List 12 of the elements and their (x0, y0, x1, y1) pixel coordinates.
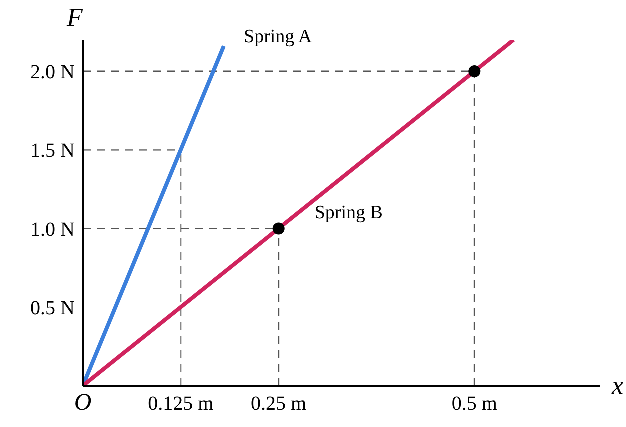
y-axis-title: F (66, 3, 84, 32)
y-tick-label: 1.5 N (30, 140, 75, 162)
series-label: Spring B (314, 202, 383, 224)
y-tick-label: 1.0 N (30, 218, 75, 241)
series-label: Spring A (244, 26, 312, 48)
x-tick-label: 0.25 m (251, 393, 308, 415)
y-tick-label: 2.0 N (30, 62, 75, 84)
x-axis-title: x (611, 371, 624, 400)
y-tick-label: 0.5 N (30, 297, 75, 320)
x-tick-label: 0.125 m (148, 393, 214, 415)
x-tick-label: 0.5 m (452, 393, 498, 415)
x-tick-label: O (74, 390, 92, 416)
